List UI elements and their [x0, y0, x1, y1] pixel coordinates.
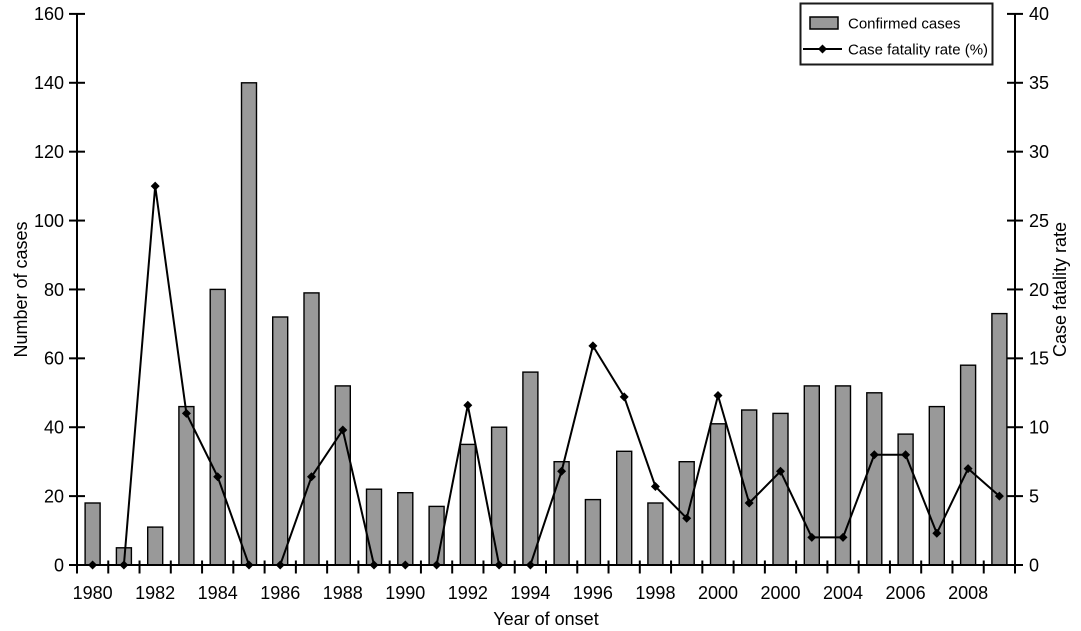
marker-cfr-1998 [650, 482, 660, 491]
case-fatality-rate-line [92, 185, 1001, 566]
x-tick-label: 2004 [823, 583, 863, 603]
marker-cfr-1995 [557, 466, 567, 476]
tick-labels-group: 0 20 40 60 80 100 120 140 160 0 5 10 15 20 25 30 35 40 198… [34, 4, 1049, 603]
marker-cfr-1988 [338, 425, 348, 435]
marker-cfr-2005 [869, 450, 879, 460]
marker-cfr-2006 [901, 450, 911, 460]
x-tick-label: 1984 [198, 583, 238, 603]
legend-diamond-marker-icon [818, 44, 827, 54]
y-right-tick-label: 15 [1029, 349, 1049, 369]
bar-confirmed-cases-2009 [991, 312, 1008, 566]
y-left-tick-label: 40 [44, 418, 64, 438]
y-left-tick-label: 20 [44, 486, 64, 506]
bar-confirmed-cases-2002 [772, 412, 789, 566]
y-left-tick-label: 60 [44, 349, 64, 369]
y-right-tick-label: 25 [1029, 211, 1049, 231]
bar-confirmed-cases-1990 [397, 492, 414, 566]
bar-confirmed-cases-2000 [709, 423, 727, 566]
marker-cfr-1992 [463, 400, 473, 410]
y-right-tick-label: 20 [1029, 280, 1049, 300]
bar-confirmed-cases-1983 [178, 405, 195, 566]
bar-confirmed-cases-2005 [866, 392, 883, 566]
x-tick-label: 1982 [135, 583, 175, 603]
legend-label-case-fatality-rate: Case fatality rate (%) [848, 41, 988, 58]
y-left-tick-label: 160 [34, 4, 64, 24]
y-right-tick-label: 35 [1029, 73, 1049, 93]
x-tick-label: 1990 [385, 583, 425, 603]
bar-confirmed-cases-1996 [584, 498, 602, 566]
x-tick-label: 1980 [73, 583, 113, 603]
y-left-tick-label: 0 [54, 555, 64, 575]
bar-confirmed-cases-1987 [303, 292, 320, 566]
x-tick-label: 2000 [698, 583, 738, 603]
bar-confirmed-cases-1998 [647, 502, 664, 566]
y-right-tick-label: 0 [1029, 555, 1039, 575]
x-tick-label: 1996 [573, 583, 613, 603]
bar-confirmed-cases-1988 [334, 385, 351, 566]
y-right-tick-label: 40 [1029, 4, 1049, 24]
marker-cfr-2007 [932, 528, 942, 538]
marker-cfr-2002 [776, 466, 785, 476]
legend-label-confirmed-cases: Confirmed cases [848, 15, 961, 32]
y-right-tick-label: 30 [1029, 142, 1049, 162]
bar-confirmed-cases-2007 [928, 405, 945, 566]
bar-confirmed-cases-1994 [522, 371, 539, 566]
line-series-group [88, 181, 1004, 570]
y-left-axis-title: Number of cases [11, 221, 31, 357]
bar-confirmed-cases-1992 [459, 443, 476, 566]
y-right-axis-title: Case fatality rate [1050, 222, 1070, 357]
x-axis-title: Year of onset [493, 609, 598, 629]
bar-confirmed-cases-1982 [146, 526, 164, 566]
y-left-tick-label: 140 [34, 73, 64, 93]
x-tick-label: 1988 [323, 583, 363, 603]
marker-cfr-2009 [994, 491, 1004, 501]
marker-cfr-1996 [588, 341, 598, 351]
bar-confirmed-cases-1989 [365, 488, 383, 566]
y-left-tick-label: 100 [34, 211, 64, 231]
x-tick-label: 1998 [635, 583, 675, 603]
ticks-group [69, 12, 1023, 574]
marker-cfr-2003 [807, 532, 817, 542]
marker-cfr-1982 [150, 181, 160, 191]
bar-confirmed-cases-1986 [272, 316, 289, 566]
marker-cfr-2001 [744, 498, 754, 508]
marker-cfr-2004 [838, 532, 848, 542]
bar-confirmed-cases-1995 [553, 461, 570, 566]
bar-confirmed-cases-1993 [490, 426, 508, 566]
legend-bar-swatch-icon [809, 16, 839, 30]
x-tick-label: 1986 [260, 583, 300, 603]
bar-confirmed-cases-1997 [616, 450, 633, 566]
marker-cfr-1997 [619, 392, 629, 402]
x-tick-label: 2008 [948, 583, 988, 603]
y-left-tick-label: 80 [44, 280, 64, 300]
marker-cfr-1984 [213, 472, 223, 482]
legend-border [799, 2, 994, 66]
legend: Confirmed cases Case fatality rate (%) [799, 2, 994, 66]
marker-cfr-1983 [181, 408, 191, 418]
bar-confirmed-cases-1985 [240, 82, 258, 566]
x-tick-label: 1992 [448, 583, 488, 603]
x-tick-label: 2006 [886, 583, 926, 603]
bar-confirmed-cases-1980 [84, 502, 101, 566]
y-left-tick-label: 120 [34, 142, 64, 162]
marker-cfr-2008 [963, 464, 973, 474]
y-right-tick-label: 10 [1029, 418, 1049, 438]
y-right-tick-label: 5 [1029, 486, 1039, 506]
marker-cfr-2000 [713, 391, 723, 400]
marker-cfr-1999 [682, 513, 692, 523]
bar-confirmed-cases-1984 [209, 288, 226, 566]
marker-cfr-1987 [307, 472, 316, 482]
x-tick-label: 1994 [510, 583, 550, 603]
x-tick-label: 2000 [760, 583, 800, 603]
